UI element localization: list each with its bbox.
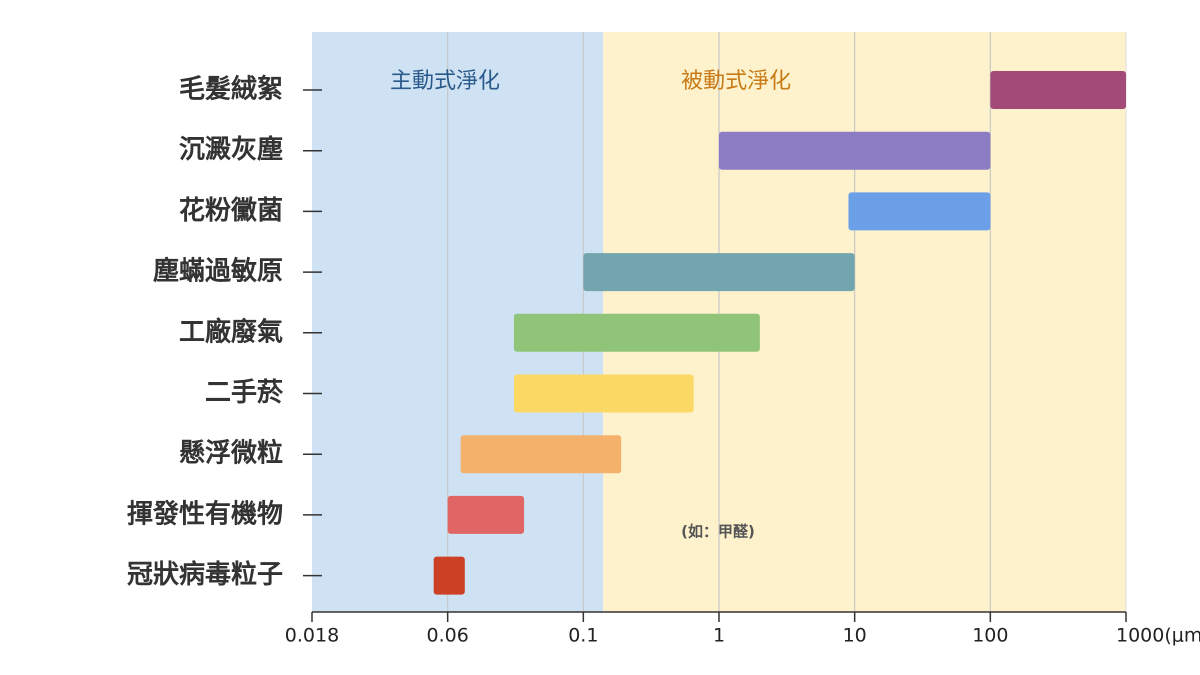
category-label: 花粉黴菌 xyxy=(179,196,283,226)
range-bar xyxy=(513,313,760,352)
range-bar xyxy=(513,374,694,413)
category-label: 揮發性有機物 xyxy=(127,499,283,529)
category-label: 二手菸 xyxy=(205,378,284,408)
category-label: 塵蟎過敏原 xyxy=(153,257,283,287)
range-bar xyxy=(848,192,991,231)
region-label: 主動式淨化 xyxy=(390,69,500,94)
category-label: 沉澱灰塵 xyxy=(179,135,283,165)
category-label: 冠狀病毒粒子 xyxy=(127,559,283,590)
range-bar xyxy=(990,71,1126,109)
x-tick-label: 0.1 xyxy=(568,625,598,647)
x-tick-label: 1000(μm) xyxy=(1116,625,1200,647)
range-bar xyxy=(719,131,991,170)
x-tick-label: 0.018 xyxy=(285,625,339,647)
category-label: 毛髮絨絮 xyxy=(179,74,283,105)
category-label: 工廠廢氣 xyxy=(179,316,283,347)
x-tick-label: 0.06 xyxy=(427,625,469,647)
x-tick-label: 10 xyxy=(843,625,867,647)
range-bar xyxy=(583,253,855,292)
x-tick-label: 100 xyxy=(972,625,1008,647)
range-bar xyxy=(447,495,525,534)
annotation: (如：甲醛) xyxy=(681,523,755,541)
range-bar xyxy=(460,435,622,474)
category-label: 懸浮微粒 xyxy=(179,438,283,469)
range-bar xyxy=(433,556,465,595)
region-label: 被動式淨化 xyxy=(681,69,791,94)
x-tick-label: 1 xyxy=(713,625,725,647)
